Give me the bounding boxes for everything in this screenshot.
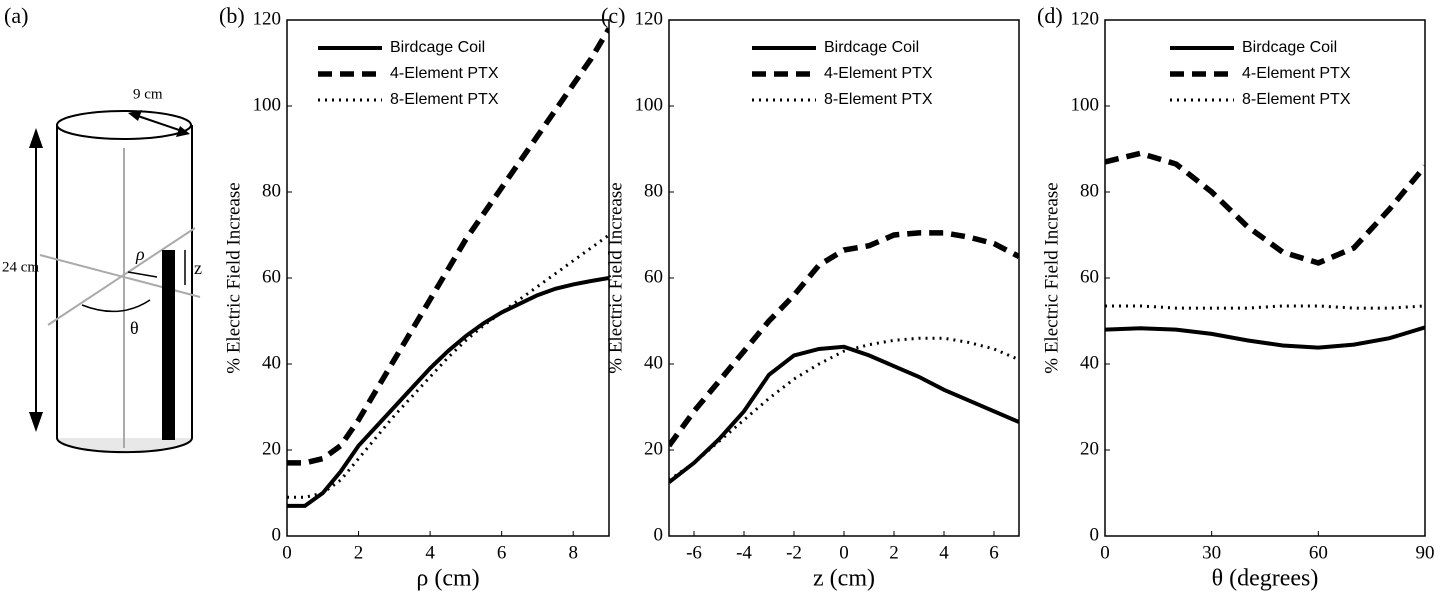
x-axis-title: ρ (cm) bbox=[416, 566, 479, 592]
height-label: 24 cm bbox=[2, 259, 39, 275]
x-tick-label: 90 bbox=[1416, 542, 1435, 563]
x-tick-label: 30 bbox=[1202, 542, 1221, 563]
x-axis-title: θ (degrees) bbox=[1212, 566, 1319, 592]
rho-label: ρ bbox=[135, 244, 145, 264]
y-tick-label: 20 bbox=[1080, 438, 1099, 459]
y-tick-label: 20 bbox=[262, 438, 281, 459]
y-tick-label: 20 bbox=[644, 438, 663, 459]
x-tick-label: -2 bbox=[786, 542, 802, 563]
series-line bbox=[669, 336, 1019, 482]
series-line bbox=[669, 344, 1019, 484]
x-tick-label: 8 bbox=[568, 542, 578, 563]
legend-label: 8-Element PTX bbox=[1242, 91, 1351, 108]
y-tick-label: 80 bbox=[262, 180, 281, 201]
x-tick-label: 0 bbox=[1100, 542, 1110, 563]
x-tick-label: 0 bbox=[282, 542, 292, 563]
y-axis-title: % Electric Field Increase bbox=[1041, 182, 1062, 373]
legend-label: 8-Element PTX bbox=[824, 91, 933, 108]
theta-label: θ bbox=[130, 318, 139, 338]
legend-label: Birdcage Coil bbox=[824, 39, 919, 56]
axes-frame bbox=[1104, 19, 1426, 537]
y-tick-label: 120 bbox=[253, 8, 282, 29]
axes-frame bbox=[286, 19, 610, 537]
legend-label: 4-Element PTX bbox=[824, 65, 933, 82]
cylinder-diagram: (a) 9 cm 24 cm ρ z θ bbox=[2, 3, 202, 454]
y-tick-label: 120 bbox=[1071, 8, 1100, 29]
diameter-label: 9 cm bbox=[133, 86, 163, 102]
y-tick-label: 60 bbox=[1080, 266, 1099, 287]
x-tick-label: 4 bbox=[939, 542, 949, 563]
x-tick-label: 2 bbox=[354, 542, 364, 563]
y-tick-label: 40 bbox=[644, 352, 663, 373]
x-tick-label: 4 bbox=[425, 542, 435, 563]
y-tick-label: 100 bbox=[635, 94, 664, 115]
legend-label: Birdcage Coil bbox=[390, 39, 485, 56]
y-axis-title: % Electric Field Increase bbox=[223, 182, 244, 373]
y-tick-label: 40 bbox=[262, 352, 281, 373]
y-tick-label: 80 bbox=[1080, 180, 1099, 201]
y-tick-label: 0 bbox=[1090, 524, 1100, 545]
legend-label: 4-Element PTX bbox=[390, 65, 499, 82]
series-line bbox=[1105, 304, 1425, 310]
y-tick-label: 100 bbox=[253, 94, 282, 115]
series-line bbox=[287, 233, 609, 499]
series-line bbox=[287, 276, 609, 508]
y-tick-label: 0 bbox=[272, 524, 282, 545]
x-tick-label: 6 bbox=[497, 542, 507, 563]
x-tick-label: -4 bbox=[736, 542, 752, 563]
y-tick-label: 100 bbox=[1071, 94, 1100, 115]
z-label: z bbox=[194, 258, 202, 278]
x-tick-label: 6 bbox=[989, 542, 999, 563]
series-line bbox=[1105, 325, 1425, 350]
axes-frame bbox=[668, 19, 1020, 537]
panel-label: (d) bbox=[1037, 3, 1063, 28]
x-tick-label: 0 bbox=[839, 542, 849, 563]
y-axis-title: % Electric Field Increase bbox=[605, 182, 626, 373]
y-tick-label: 120 bbox=[635, 8, 664, 29]
panel-label: (b) bbox=[219, 3, 245, 28]
y-tick-label: 80 bbox=[644, 180, 663, 201]
series-line bbox=[1105, 150, 1425, 266]
x-tick-label: 2 bbox=[889, 542, 899, 563]
panel-label: (a) bbox=[4, 3, 28, 28]
y-tick-label: 60 bbox=[262, 266, 281, 287]
y-tick-label: 0 bbox=[654, 524, 664, 545]
legend-label: Birdcage Coil bbox=[1242, 39, 1337, 56]
y-tick-label: 60 bbox=[644, 266, 663, 287]
panel-label: (c) bbox=[601, 3, 625, 28]
legend-label: 4-Element PTX bbox=[1242, 65, 1351, 82]
y-tick-label: 40 bbox=[1080, 352, 1099, 373]
series-line bbox=[669, 230, 1019, 448]
series-line bbox=[287, 27, 609, 466]
x-tick-label: -6 bbox=[686, 542, 702, 563]
legend-label: 8-Element PTX bbox=[390, 91, 499, 108]
x-axis-title: z (cm) bbox=[813, 566, 875, 592]
x-tick-label: 60 bbox=[1309, 542, 1328, 563]
